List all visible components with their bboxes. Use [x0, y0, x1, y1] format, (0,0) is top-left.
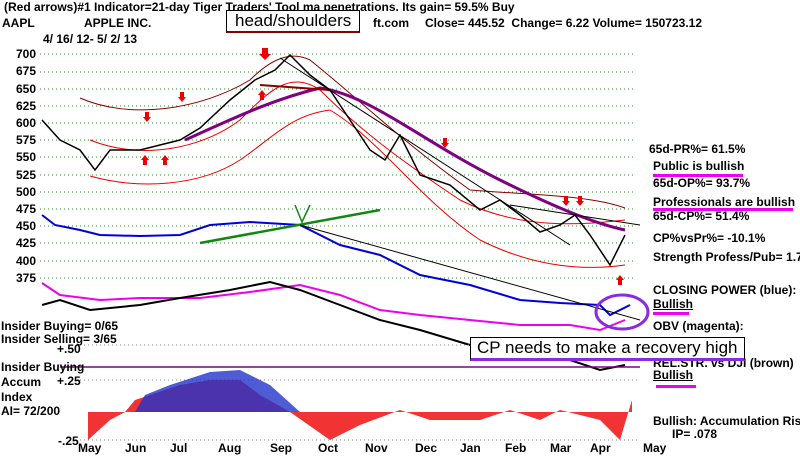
company-name: APPLE INC. [84, 16, 152, 30]
price-gridlines [40, 53, 633, 279]
month-label: Feb [505, 441, 527, 455]
month-label: Dec [415, 441, 438, 455]
accum-label: Accum [1, 375, 42, 389]
ip-stat: IP= .078 [672, 427, 718, 441]
quote-line: Close= 445.52 Change= 6.22 Volume= 15072… [425, 16, 703, 30]
pr-stat: 65d-PR%= 61.5% [649, 142, 746, 156]
index-label: Index [1, 390, 33, 404]
cpvspr-stat: CP%vsPr%= -10.1% [653, 231, 766, 245]
head-shoulders-annotation: head/shoulders [226, 10, 361, 33]
insider-buying: Insider Buying= 0/65 [1, 319, 119, 333]
accum-axis-plus50: +.50 [57, 342, 81, 356]
month-label: Jan [460, 441, 481, 455]
ticker: AAPL [2, 16, 35, 30]
month-label: Jun [125, 441, 147, 455]
month-label: Jul [170, 441, 188, 455]
red-arrows [141, 48, 624, 285]
month-label: Oct [318, 441, 339, 455]
strength-stat: Strength Profess/Pub= 1.7 [653, 250, 800, 264]
insider-buying-line-label: Insider Buying [1, 360, 85, 374]
indicator-title: (Red arrows)#1 Indicator=21-day Tiger Tr… [4, 0, 515, 14]
rel-str-status: Bullish [653, 368, 694, 382]
month-label: Apr [590, 441, 611, 455]
professionals-status: Professionals are bullish [653, 195, 796, 209]
month-label: Nov [365, 441, 388, 455]
month-label: Sep [270, 441, 293, 455]
op-stat: 65d-OP%= 93.7% [653, 176, 751, 190]
closing-power-label: CLOSING POWER (blue): [653, 283, 797, 297]
ai-stat: AI= 72/200 [1, 404, 61, 418]
date-range: 4/ 16/ 12- 5/ 2/ 13 [43, 32, 138, 46]
public-status: Public is bullish [653, 159, 745, 173]
obv-label: OBV (magenta): [653, 319, 744, 333]
month-label: Mar [550, 441, 572, 455]
insider-selling: Insider Selling= 3/65 [1, 332, 117, 346]
cp-annotation: CP needs to make a recovery high [470, 337, 745, 361]
month-label: May [78, 441, 102, 455]
month-label: Aug [218, 441, 242, 455]
accum-axis-minus25: -.25 [58, 434, 79, 448]
month-label: May [643, 441, 667, 455]
closing-power-status: Bullish [653, 297, 694, 311]
accum-status: Bullish: Accumulation Rising [653, 414, 800, 428]
accum-axis-plus25: +.25 [57, 374, 81, 388]
cp-stat: 65d-CP%= 51.4% [653, 209, 750, 223]
site-fragment: ft.com [373, 16, 409, 30]
